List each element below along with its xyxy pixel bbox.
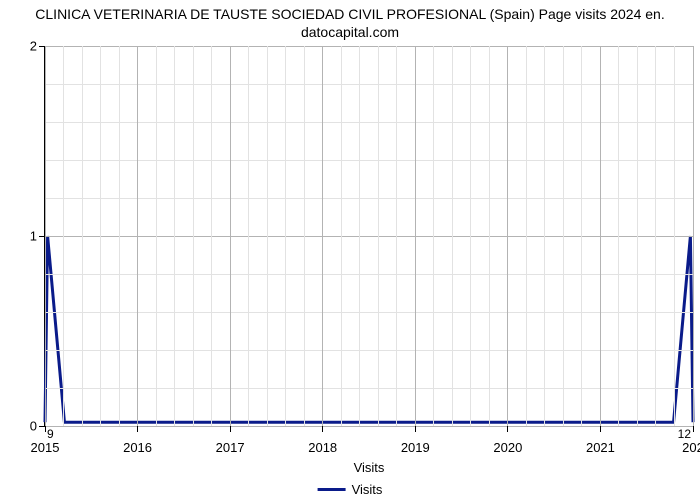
- grid-minor-h: [45, 198, 693, 199]
- grid-minor-v: [119, 46, 120, 426]
- y-tick-label: 1: [30, 229, 37, 244]
- grid-minor-h: [45, 160, 693, 161]
- grid-minor-v: [396, 46, 397, 426]
- grid-major-h: [45, 426, 693, 427]
- grid-major-v: [322, 46, 323, 426]
- grid-minor-h: [45, 312, 693, 313]
- grid-minor-v: [489, 46, 490, 426]
- grid-minor-v: [174, 46, 175, 426]
- grid-minor-h: [45, 388, 693, 389]
- x-axis-label: Visits: [354, 460, 385, 475]
- grid-minor-v: [359, 46, 360, 426]
- x-tick-label: 2021: [586, 440, 615, 455]
- x-tick: [45, 426, 46, 432]
- grid-minor-v: [618, 46, 619, 426]
- plot-area: 0122015201620172018201920202021202912Vis…: [44, 46, 693, 427]
- x-tick: [322, 426, 323, 432]
- grid-minor-v: [378, 46, 379, 426]
- grid-minor-v: [267, 46, 268, 426]
- grid-minor-v: [544, 46, 545, 426]
- grid-major-h: [45, 46, 693, 47]
- grid-minor-h: [45, 84, 693, 85]
- grid-major-v: [693, 46, 694, 426]
- x-tick-label: 2017: [216, 440, 245, 455]
- x-tick: [415, 426, 416, 432]
- x-tick-label: 202: [682, 440, 700, 455]
- grid-minor-v: [470, 46, 471, 426]
- grid-major-v: [415, 46, 416, 426]
- x-tick-label: 2018: [308, 440, 337, 455]
- x-tick: [137, 426, 138, 432]
- x-tick: [507, 426, 508, 432]
- x-tick-label: 2020: [493, 440, 522, 455]
- grid-minor-v: [452, 46, 453, 426]
- x-tick: [693, 426, 694, 432]
- x-tick-label: 2015: [31, 440, 60, 455]
- grid-minor-v: [655, 46, 656, 426]
- grid-minor-v: [193, 46, 194, 426]
- x-tick-label: 2016: [123, 440, 152, 455]
- grid-major-v: [137, 46, 138, 426]
- grid-minor-v: [433, 46, 434, 426]
- grid-minor-v: [248, 46, 249, 426]
- grid-major-v: [45, 46, 46, 426]
- series-visits-line: [45, 236, 693, 422]
- y-tick-label: 2: [30, 39, 37, 54]
- grid-minor-v: [285, 46, 286, 426]
- grid-major-v: [600, 46, 601, 426]
- grid-minor-v: [674, 46, 675, 426]
- baseline-label-right: 12: [678, 427, 691, 441]
- grid-minor-v: [100, 46, 101, 426]
- legend-swatch: [318, 488, 346, 491]
- chart-title: CLINICA VETERINARIA DE TAUSTE SOCIEDAD C…: [0, 6, 700, 41]
- legend: Visits: [318, 482, 383, 497]
- grid-minor-v: [526, 46, 527, 426]
- baseline-label-left: 9: [47, 427, 54, 441]
- grid-minor-v: [304, 46, 305, 426]
- grid-minor-v: [63, 46, 64, 426]
- grid-minor-v: [581, 46, 582, 426]
- legend-label: Visits: [352, 482, 383, 497]
- grid-minor-h: [45, 122, 693, 123]
- grid-minor-v: [82, 46, 83, 426]
- grid-minor-v: [156, 46, 157, 426]
- grid-major-h: [45, 236, 693, 237]
- grid-minor-v: [341, 46, 342, 426]
- x-tick: [230, 426, 231, 432]
- grid-minor-v: [211, 46, 212, 426]
- x-tick: [600, 426, 601, 432]
- grid-major-v: [507, 46, 508, 426]
- grid-minor-h: [45, 350, 693, 351]
- x-tick-label: 2019: [401, 440, 430, 455]
- grid-major-v: [230, 46, 231, 426]
- y-tick-label: 0: [30, 419, 37, 434]
- grid-minor-v: [563, 46, 564, 426]
- grid-minor-v: [637, 46, 638, 426]
- grid-minor-h: [45, 274, 693, 275]
